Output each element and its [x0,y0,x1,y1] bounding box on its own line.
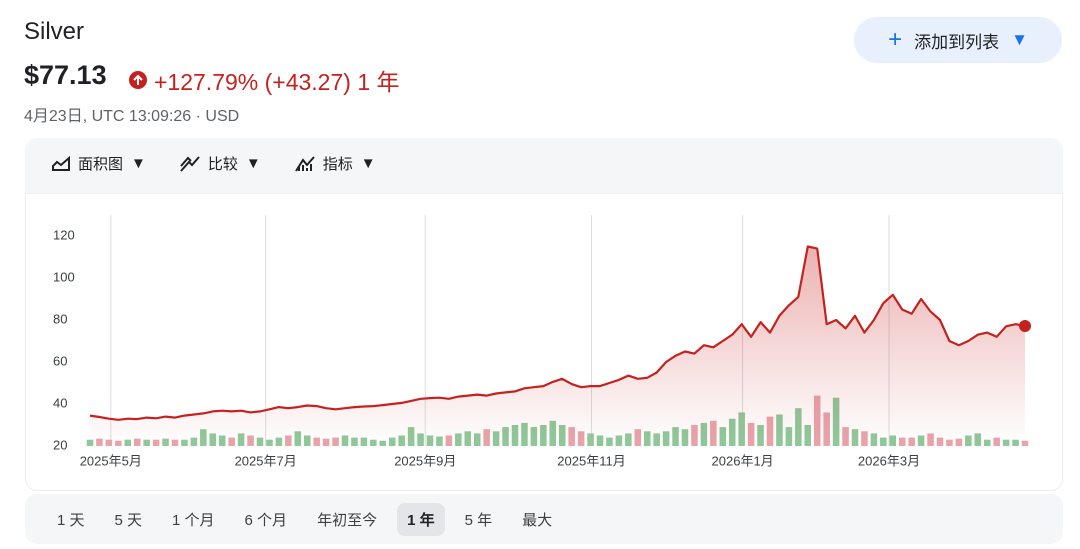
range-button[interactable]: 最大 [522,511,553,529]
tool-label: 指标 [322,156,353,173]
currency: USD [205,108,240,125]
range-button[interactable]: 6 个月 [244,511,288,529]
up-icon [129,71,147,89]
toolbar: 面积图 ▼ 比较 ▼ 指标 ▼ [52,153,376,174]
x-tick-label: 2025年9月 [394,453,456,468]
x-tick-label: 2026年3月 [858,453,920,468]
x-tick-label: 2025年5月 [80,453,142,468]
y-tick-label: 20 [53,437,67,452]
add-to-list[interactable]: + 添加到列表 ▼ [854,17,1062,63]
tool[interactable]: 比较 ▼ [180,153,261,174]
tool[interactable]: 面积图 ▼ [52,153,146,174]
change-text: +127.79% (+43.27) 1 年 [154,69,400,95]
range-button[interactable]: 1 个月 [172,511,215,529]
y-tick-label: 40 [53,395,67,410]
y-tick-label: 100 [53,269,75,284]
range-button[interactable]: 1 天 [57,511,85,529]
range-button[interactable]: 年初至今 [317,511,378,529]
x-tick-label: 2025年7月 [235,453,297,468]
last-point [1019,320,1031,333]
y-tick-label: 80 [53,311,67,326]
change: +127.79% (+43.27) 1 年 [128,63,400,97]
range-bar: 1 天 5 天 1 个月 6 个月 年初至今 1 年 5 年 最大 [25,494,1063,544]
tool-label: 面积图 [78,156,124,173]
area [90,246,1025,446]
y-tick-label: 60 [53,353,67,368]
x-tick-label: 2026年1月 [712,453,774,468]
y-tick-label: 120 [53,227,75,242]
title: Silver [24,18,85,45]
tool[interactable]: 指标 ▼ [294,153,376,174]
timestamp: 4月23日, UTC 13:09:26 · USD [24,108,240,125]
time: 4月23日, UTC 13:09:26 [24,108,192,125]
range-button[interactable]: 5 天 [114,511,143,529]
price: $77.13 [24,60,107,90]
x-tick-label: 2025年11月 [557,453,625,468]
add-label: 添加到列表 [914,32,1000,52]
tool-label: 比较 [207,156,238,173]
line [89,245,1026,421]
range-button[interactable]: 1 年 [397,502,445,536]
range-button[interactable]: 5 年 [464,511,493,529]
